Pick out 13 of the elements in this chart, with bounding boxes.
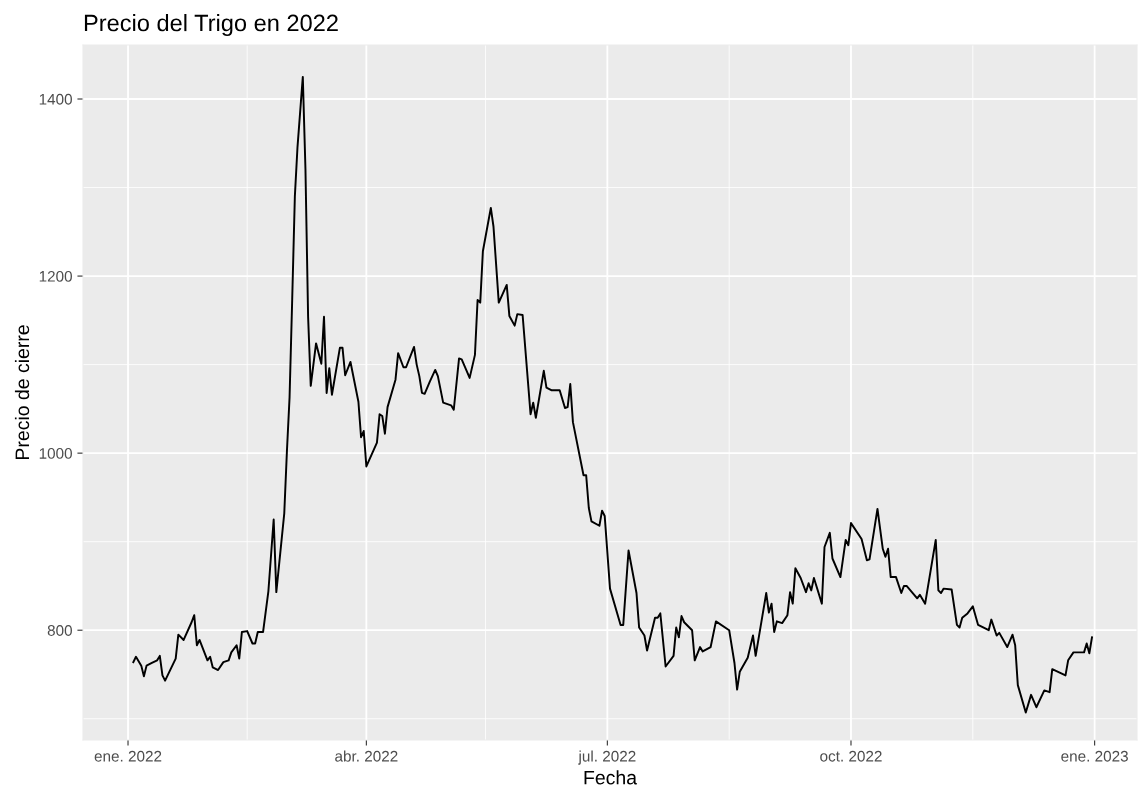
y-tick-label: 1200 [39,270,72,282]
x-axis-title: Fecha [584,770,638,785]
line-series [132,75,1093,714]
y-tick-label: 800 [47,625,72,636]
x-tick-label: ene. 2022 [94,750,162,762]
chart-title: Precio del Trigo en 2022 [84,14,338,37]
x-tick-label: jul. 2022 [578,750,636,765]
x-tick-label: ene. 2023 [1061,750,1128,762]
x-tick-label: abr. 2022 [335,750,398,762]
y-axis-title: Precio de cierre [14,325,30,459]
y-tick-label: 1400 [39,93,72,105]
y-tick-label: 1000 [39,448,72,459]
x-tick-label: oct. 2022 [820,750,882,762]
